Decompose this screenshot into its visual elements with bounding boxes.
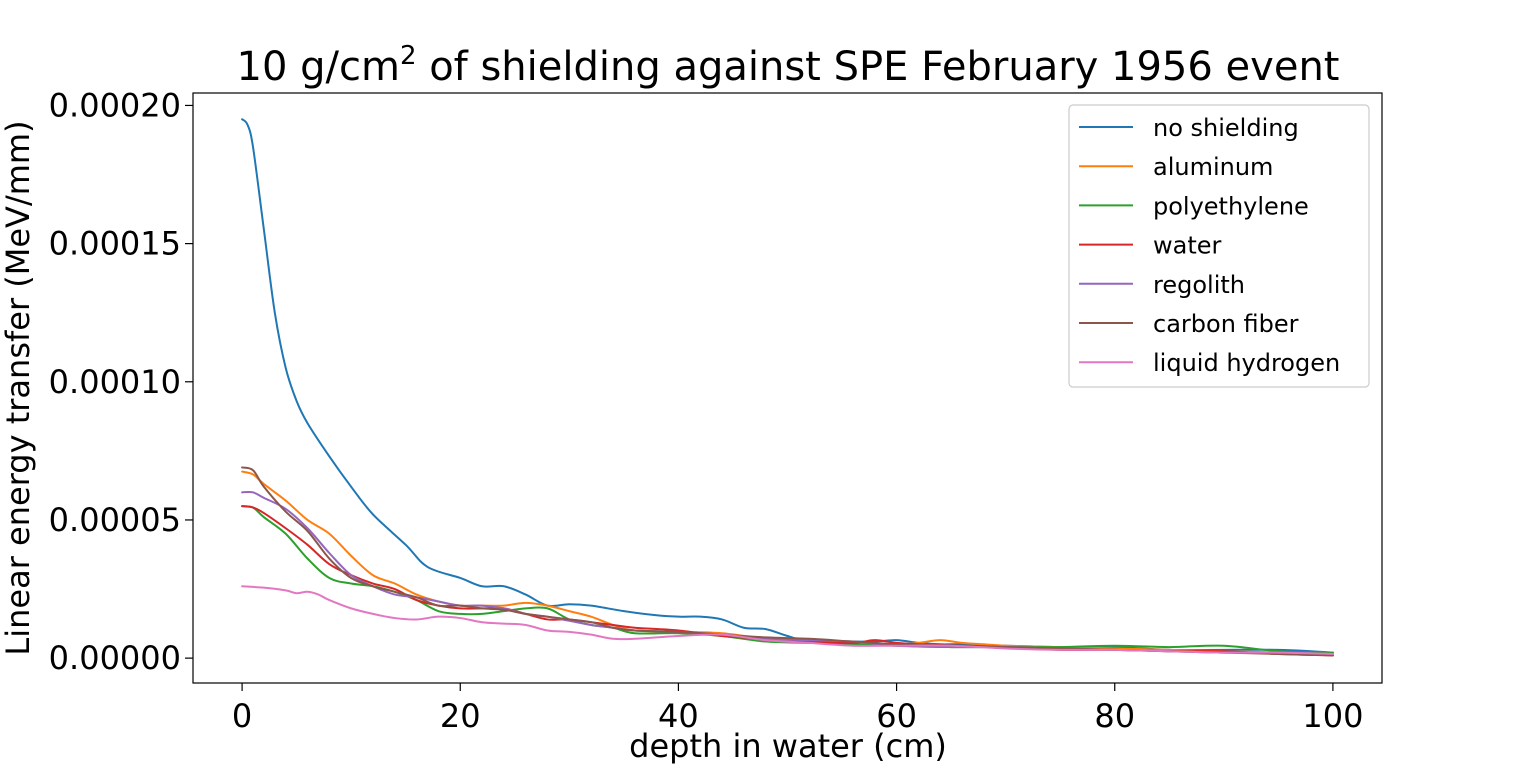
- legend-label-carbon-fiber: carbon fiber: [1153, 310, 1299, 338]
- x-tick-label: 60: [876, 697, 917, 735]
- plot-frame: [192, 92, 1383, 684]
- x-axis-ticks: 0 20 40 60 80 100: [232, 683, 1363, 735]
- legend-items: no shielding aluminum polyethylene water reg…: [1079, 114, 1340, 377]
- chart-title: 10 g/cm2 of shielding against SPE Februa…: [237, 41, 1340, 90]
- legend-label-no-shielding: no shielding: [1153, 114, 1299, 142]
- x-tick-label: 20: [440, 697, 481, 735]
- legend-label-aluminum: aluminum: [1153, 153, 1273, 181]
- x-tick-label: 40: [658, 697, 699, 735]
- legend: no shielding aluminum polyethylene water reg…: [1068, 104, 1370, 388]
- x-tick-label: 100: [1302, 697, 1363, 735]
- y-tick-label: 0.00005: [49, 501, 181, 539]
- y-axis-label: Linear energy transfer (MeV/mm): [0, 120, 37, 655]
- series-line-water: [241, 505, 1334, 657]
- chart-title-suffix: of shielding against SPE February 1956 e…: [416, 44, 1339, 90]
- series-line-regolith: [241, 490, 1334, 655]
- legend-label-liquid-hydrogen: liquid hydrogen: [1153, 349, 1340, 377]
- series-line-liquid-hydrogen: [241, 585, 1334, 655]
- legend-label-polyethylene: polyethylene: [1153, 192, 1309, 220]
- y-axis-ticks: 0.00000 0.00005 0.00010 0.00015 0.00020: [49, 86, 193, 677]
- series-line-carbon-fiber: [241, 466, 1334, 657]
- x-tick-label: 0: [232, 697, 252, 735]
- y-tick-label: 0.00020: [49, 86, 181, 124]
- legend-label-regolith: regolith: [1153, 271, 1245, 299]
- chart-title-main: 10 g/cm: [237, 44, 400, 90]
- series-line-polyethylene: [241, 505, 1334, 654]
- y-tick-label: 0.00000: [49, 639, 181, 677]
- x-axis-label: depth in water (cm): [629, 727, 947, 765]
- y-tick-label: 0.00010: [49, 363, 181, 401]
- legend-label-water: water: [1153, 232, 1222, 260]
- y-tick-label: 0.00015: [49, 225, 181, 263]
- x-tick-label: 80: [1094, 697, 1135, 735]
- series-layer: [241, 118, 1334, 657]
- legend-box: [1068, 104, 1370, 388]
- series-line-aluminum: [241, 470, 1334, 657]
- chart-title-superscript: 2: [400, 41, 417, 71]
